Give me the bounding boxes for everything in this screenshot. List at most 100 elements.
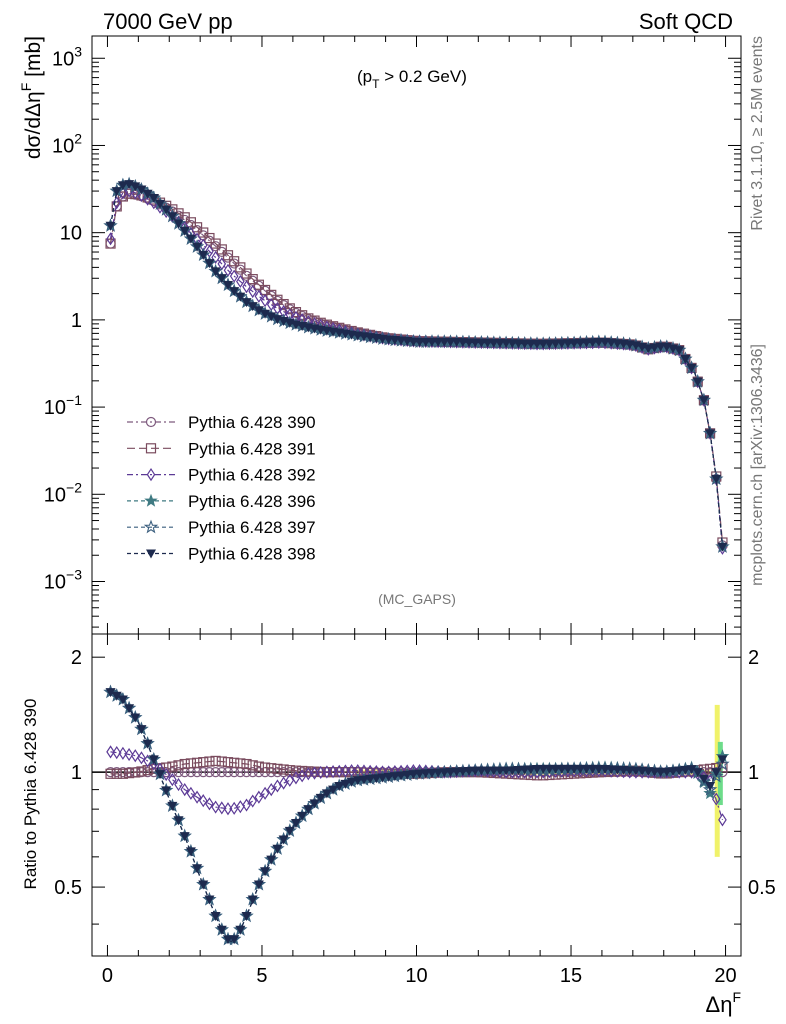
ratio-y-ticks: 0.5 0.5 1 1 2 2 xyxy=(54,647,776,925)
legend-entry: Pythia 6.428 391 xyxy=(127,439,316,458)
data-point xyxy=(211,800,220,814)
ratio-y-tick-label-right: 2 xyxy=(748,647,759,669)
series-line xyxy=(109,193,724,543)
data-point xyxy=(130,749,140,763)
data-point xyxy=(204,232,215,244)
y-tick-label: 10−3 xyxy=(44,566,82,593)
data-point xyxy=(192,864,203,874)
data-point xyxy=(247,767,258,778)
x-axis-label: ΔηF xyxy=(706,989,742,1017)
data-point xyxy=(433,768,444,778)
header-right: Soft QCD xyxy=(639,9,733,34)
data-point xyxy=(507,766,518,776)
data-point xyxy=(192,790,202,804)
data-point xyxy=(235,758,246,769)
data-point xyxy=(168,773,177,787)
data-point xyxy=(210,238,221,249)
legend-entry: Pythia 6.428 396 xyxy=(127,492,316,511)
x-tick-label: 5 xyxy=(256,965,267,987)
ratio-y-tick-label: 1 xyxy=(71,762,82,784)
data-point xyxy=(253,306,264,316)
data-point xyxy=(266,763,277,774)
legend-label: Pythia 6.428 390 xyxy=(188,413,316,432)
data-point xyxy=(711,768,722,778)
data-point xyxy=(130,182,141,192)
data-point xyxy=(371,774,382,784)
ratio-line xyxy=(110,751,724,820)
data-point xyxy=(260,309,271,319)
data-point xyxy=(383,772,394,782)
data-point xyxy=(352,776,363,786)
data-point xyxy=(649,343,660,353)
series-ratio-4 xyxy=(103,684,730,946)
data-point xyxy=(154,770,165,780)
data-point xyxy=(123,768,135,779)
cut-label-sub: T xyxy=(372,77,380,91)
data-point xyxy=(470,766,481,776)
data-point xyxy=(174,777,183,792)
data-point xyxy=(674,766,685,776)
data-point xyxy=(358,775,369,785)
data-point xyxy=(130,713,141,723)
data-point xyxy=(266,783,276,797)
data-point xyxy=(229,935,240,945)
data-point xyxy=(544,339,555,349)
data-point xyxy=(229,256,240,267)
data-point xyxy=(229,757,240,768)
data-point xyxy=(173,816,184,826)
data-point xyxy=(148,755,159,765)
data-point xyxy=(334,781,345,791)
data-point xyxy=(272,844,283,854)
y-tick-label: 102 xyxy=(52,130,82,157)
data-point xyxy=(711,792,721,806)
data-point xyxy=(279,776,288,790)
data-point xyxy=(111,768,122,779)
data-point xyxy=(216,274,227,284)
legend-label: Pythia 6.428 392 xyxy=(188,466,316,485)
data-point xyxy=(303,766,314,777)
data-point xyxy=(247,760,258,771)
data-point xyxy=(247,895,258,905)
data-point xyxy=(173,760,184,771)
ratio-ylabel: Ratio to Pythia 6.428 390 xyxy=(21,699,40,890)
data-point xyxy=(259,762,271,773)
data-point xyxy=(247,302,258,312)
data-point xyxy=(111,187,122,197)
data-point xyxy=(316,765,326,780)
data-point xyxy=(185,758,196,769)
data-point xyxy=(674,346,685,356)
data-point xyxy=(680,765,691,775)
data-point xyxy=(105,238,116,249)
data-point xyxy=(322,765,332,779)
data-point xyxy=(717,755,728,765)
x-tick-label: 15 xyxy=(560,965,582,987)
data-point xyxy=(278,835,289,845)
data-point xyxy=(112,196,122,210)
data-point xyxy=(142,189,153,199)
data-point xyxy=(167,761,178,772)
data-point xyxy=(167,212,178,222)
data-point xyxy=(198,757,209,768)
data-point xyxy=(167,801,178,811)
data-point xyxy=(310,766,319,780)
data-point xyxy=(501,766,512,776)
data-point xyxy=(242,280,251,294)
data-point xyxy=(253,279,264,290)
legend: Pythia 6.428 390 Pythia 6.428 391 Pythia 6… xyxy=(127,413,316,564)
data-point xyxy=(426,768,437,778)
data-point xyxy=(248,794,258,808)
data-point xyxy=(273,779,282,793)
data-point xyxy=(204,756,215,767)
side-label-rivet: Rivet 3.1.10, ≥ 2.5M events xyxy=(749,36,766,231)
data-point xyxy=(123,188,135,199)
data-point xyxy=(136,185,147,195)
data-point xyxy=(692,768,703,778)
data-point xyxy=(278,764,289,775)
ratio-y-tick-label: 0.5 xyxy=(54,877,82,899)
data-point xyxy=(105,768,116,779)
data-point xyxy=(538,339,549,349)
data-point xyxy=(290,818,301,828)
data-point xyxy=(346,777,357,787)
